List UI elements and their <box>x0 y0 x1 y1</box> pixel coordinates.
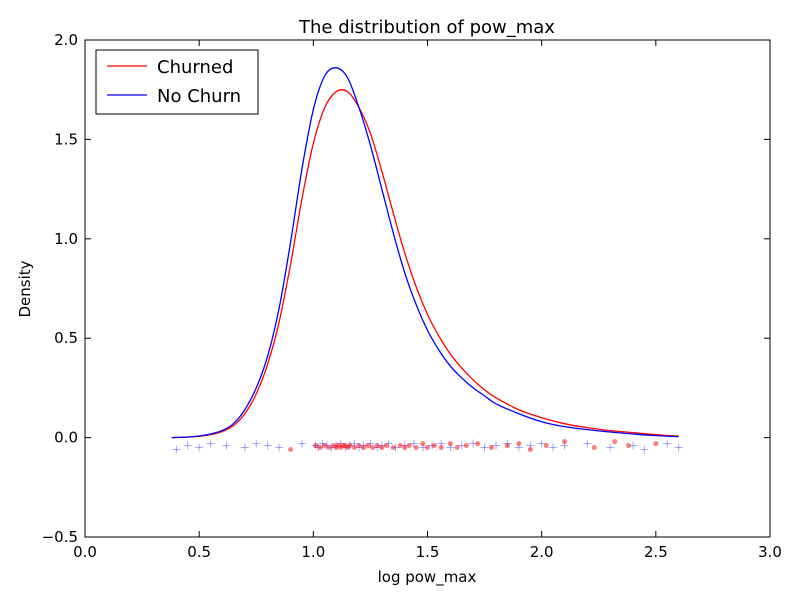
y-tick-label: 2.0 <box>54 31 78 49</box>
chart-title: The distribution of pow_max <box>298 17 555 38</box>
rug-point-churned <box>504 443 510 449</box>
legend: Churned No Churn <box>95 49 259 115</box>
legend-box <box>95 49 259 115</box>
y-tick-label: −0.5 <box>42 528 78 546</box>
rug-point-churned <box>288 447 293 453</box>
rug-point-churned <box>527 447 533 453</box>
y-axis: −0.5 0.0 0.5 1.0 1.5 2.0 <box>42 31 770 546</box>
rug-point-churned <box>562 439 567 445</box>
rug-point-churned <box>379 445 385 451</box>
series-layer <box>171 67 679 439</box>
rug-point-churned <box>431 443 437 449</box>
rug-point-churned <box>413 445 419 451</box>
rug-point-churned <box>488 445 494 451</box>
rug-point-no-churn <box>409 439 418 448</box>
rug-point-churned <box>397 443 403 449</box>
rug-point-churned <box>406 443 412 449</box>
rug-point-churned <box>653 441 659 447</box>
x-axis: 0.0 0.5 1.0 1.5 2.0 2.5 3.0 <box>73 40 782 561</box>
rug-point-no-churn <box>583 439 592 448</box>
legend-label-churned: Churned <box>157 57 233 78</box>
rug-point-no-churn <box>674 443 683 452</box>
rug-point-churned <box>543 443 549 449</box>
rug-point-churned <box>326 445 332 451</box>
rug-point-no-churn <box>549 443 558 452</box>
y-tick-label: 1.5 <box>54 130 78 148</box>
y-axis-label: Density <box>16 260 34 317</box>
y-tick-label: 1.0 <box>54 230 78 248</box>
x-tick-label: 2.5 <box>644 543 668 561</box>
rug-point-no-churn <box>537 439 546 448</box>
rug-point-no-churn <box>240 443 249 452</box>
rug-point-no-churn <box>275 443 284 452</box>
rug-point-churned <box>447 441 453 447</box>
rug-point-churned <box>383 443 389 449</box>
rug-point-no-churn <box>195 443 204 452</box>
y-tick-label: 0.5 <box>54 329 78 347</box>
rug-point-churned <box>463 443 469 449</box>
x-tick-label: 2.0 <box>530 543 554 561</box>
rug-point-churned <box>356 443 362 449</box>
rug-point-churned <box>347 443 353 449</box>
rug-point-no-churn <box>492 441 500 450</box>
series-line-churned <box>171 89 679 439</box>
legend-label-no-churn: No Churn <box>157 86 241 107</box>
rug-point-churned <box>438 445 444 451</box>
rug-point-churned <box>516 441 522 447</box>
rug-point-churned <box>365 443 371 449</box>
x-tick-label: 1.0 <box>301 543 325 561</box>
rug-point-churned <box>625 443 631 449</box>
rug-point-churned <box>313 443 319 449</box>
rug-point-no-churn <box>663 439 672 448</box>
rug-point-churned <box>374 443 380 449</box>
rug-point-churned <box>420 441 426 447</box>
rug-point-no-churn <box>222 441 231 450</box>
rug-point-churned <box>454 445 460 451</box>
rug-point-no-churn <box>252 439 261 448</box>
x-axis-label: log pow_max <box>378 568 477 587</box>
rug-point-no-churn <box>183 441 192 450</box>
rug-point-churned <box>475 441 481 447</box>
rug-point-churned <box>612 439 618 445</box>
rug-point-churned <box>591 445 597 451</box>
x-tick-label: 0.5 <box>187 543 211 561</box>
x-tick-label: 3.0 <box>758 543 782 561</box>
rug-point-churned <box>370 445 376 451</box>
series-line-no-churn <box>171 67 679 439</box>
rug-point-no-churn <box>640 445 649 454</box>
rug-point-churned <box>322 443 328 449</box>
rug-point-churned <box>390 445 396 451</box>
rug-point-no-churn <box>206 439 215 448</box>
rug-point-churned <box>317 445 323 451</box>
rug-point-churned <box>351 445 357 451</box>
rug-point-no-churn <box>297 439 306 448</box>
rug-point-no-churn <box>480 443 489 452</box>
rug-point-no-churn <box>263 441 272 450</box>
rug-point-no-churn <box>172 445 181 454</box>
y-tick-label: 0.0 <box>54 429 78 447</box>
x-tick-label: 1.5 <box>416 543 440 561</box>
rug-point-churned <box>361 445 367 451</box>
x-tick-label: 0.0 <box>73 543 97 561</box>
rug-point-churned <box>402 445 408 451</box>
rug-point-churned <box>425 445 430 451</box>
rug-point-no-churn <box>606 443 615 452</box>
rug-layer <box>172 439 683 454</box>
